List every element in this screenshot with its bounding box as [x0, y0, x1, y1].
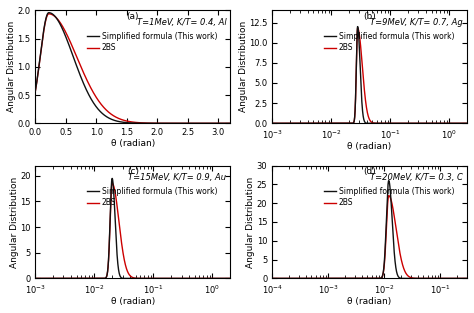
- Text: (c): (c): [127, 167, 139, 176]
- Text: T=20MeV, K/T= 0.3, C: T=20MeV, K/T= 0.3, C: [370, 173, 463, 182]
- X-axis label: θ (radian): θ (radian): [110, 139, 155, 147]
- X-axis label: θ (radian): θ (radian): [347, 142, 392, 151]
- X-axis label: θ (radian): θ (radian): [110, 297, 155, 306]
- Legend: Simplified formula (This work), 2BS: Simplified formula (This work), 2BS: [321, 184, 457, 210]
- Text: T=9MeV, K/T= 0.7, Ag: T=9MeV, K/T= 0.7, Ag: [370, 18, 463, 27]
- Text: T=15MeV, K/T= 0.9, Au: T=15MeV, K/T= 0.9, Au: [128, 173, 226, 182]
- Text: (b): (b): [363, 12, 376, 21]
- Y-axis label: Angular Distribution: Angular Distribution: [238, 21, 247, 112]
- Legend: Simplified formula (This work), 2BS: Simplified formula (This work), 2BS: [321, 29, 457, 55]
- Y-axis label: Angular Distribution: Angular Distribution: [246, 176, 255, 268]
- Text: (a): (a): [127, 12, 139, 21]
- X-axis label: θ (radian): θ (radian): [347, 297, 392, 306]
- Legend: Simplified formula (This work), 2BS: Simplified formula (This work), 2BS: [84, 29, 220, 55]
- Legend: Simplified formula (This work), 2BS: Simplified formula (This work), 2BS: [84, 184, 220, 210]
- Text: (d): (d): [363, 167, 376, 176]
- Text: T=1MeV, K/T= 0.4, Al: T=1MeV, K/T= 0.4, Al: [137, 18, 226, 27]
- Y-axis label: Angular Distribution: Angular Distribution: [9, 176, 18, 268]
- Y-axis label: Angular Distribution: Angular Distribution: [7, 21, 16, 112]
